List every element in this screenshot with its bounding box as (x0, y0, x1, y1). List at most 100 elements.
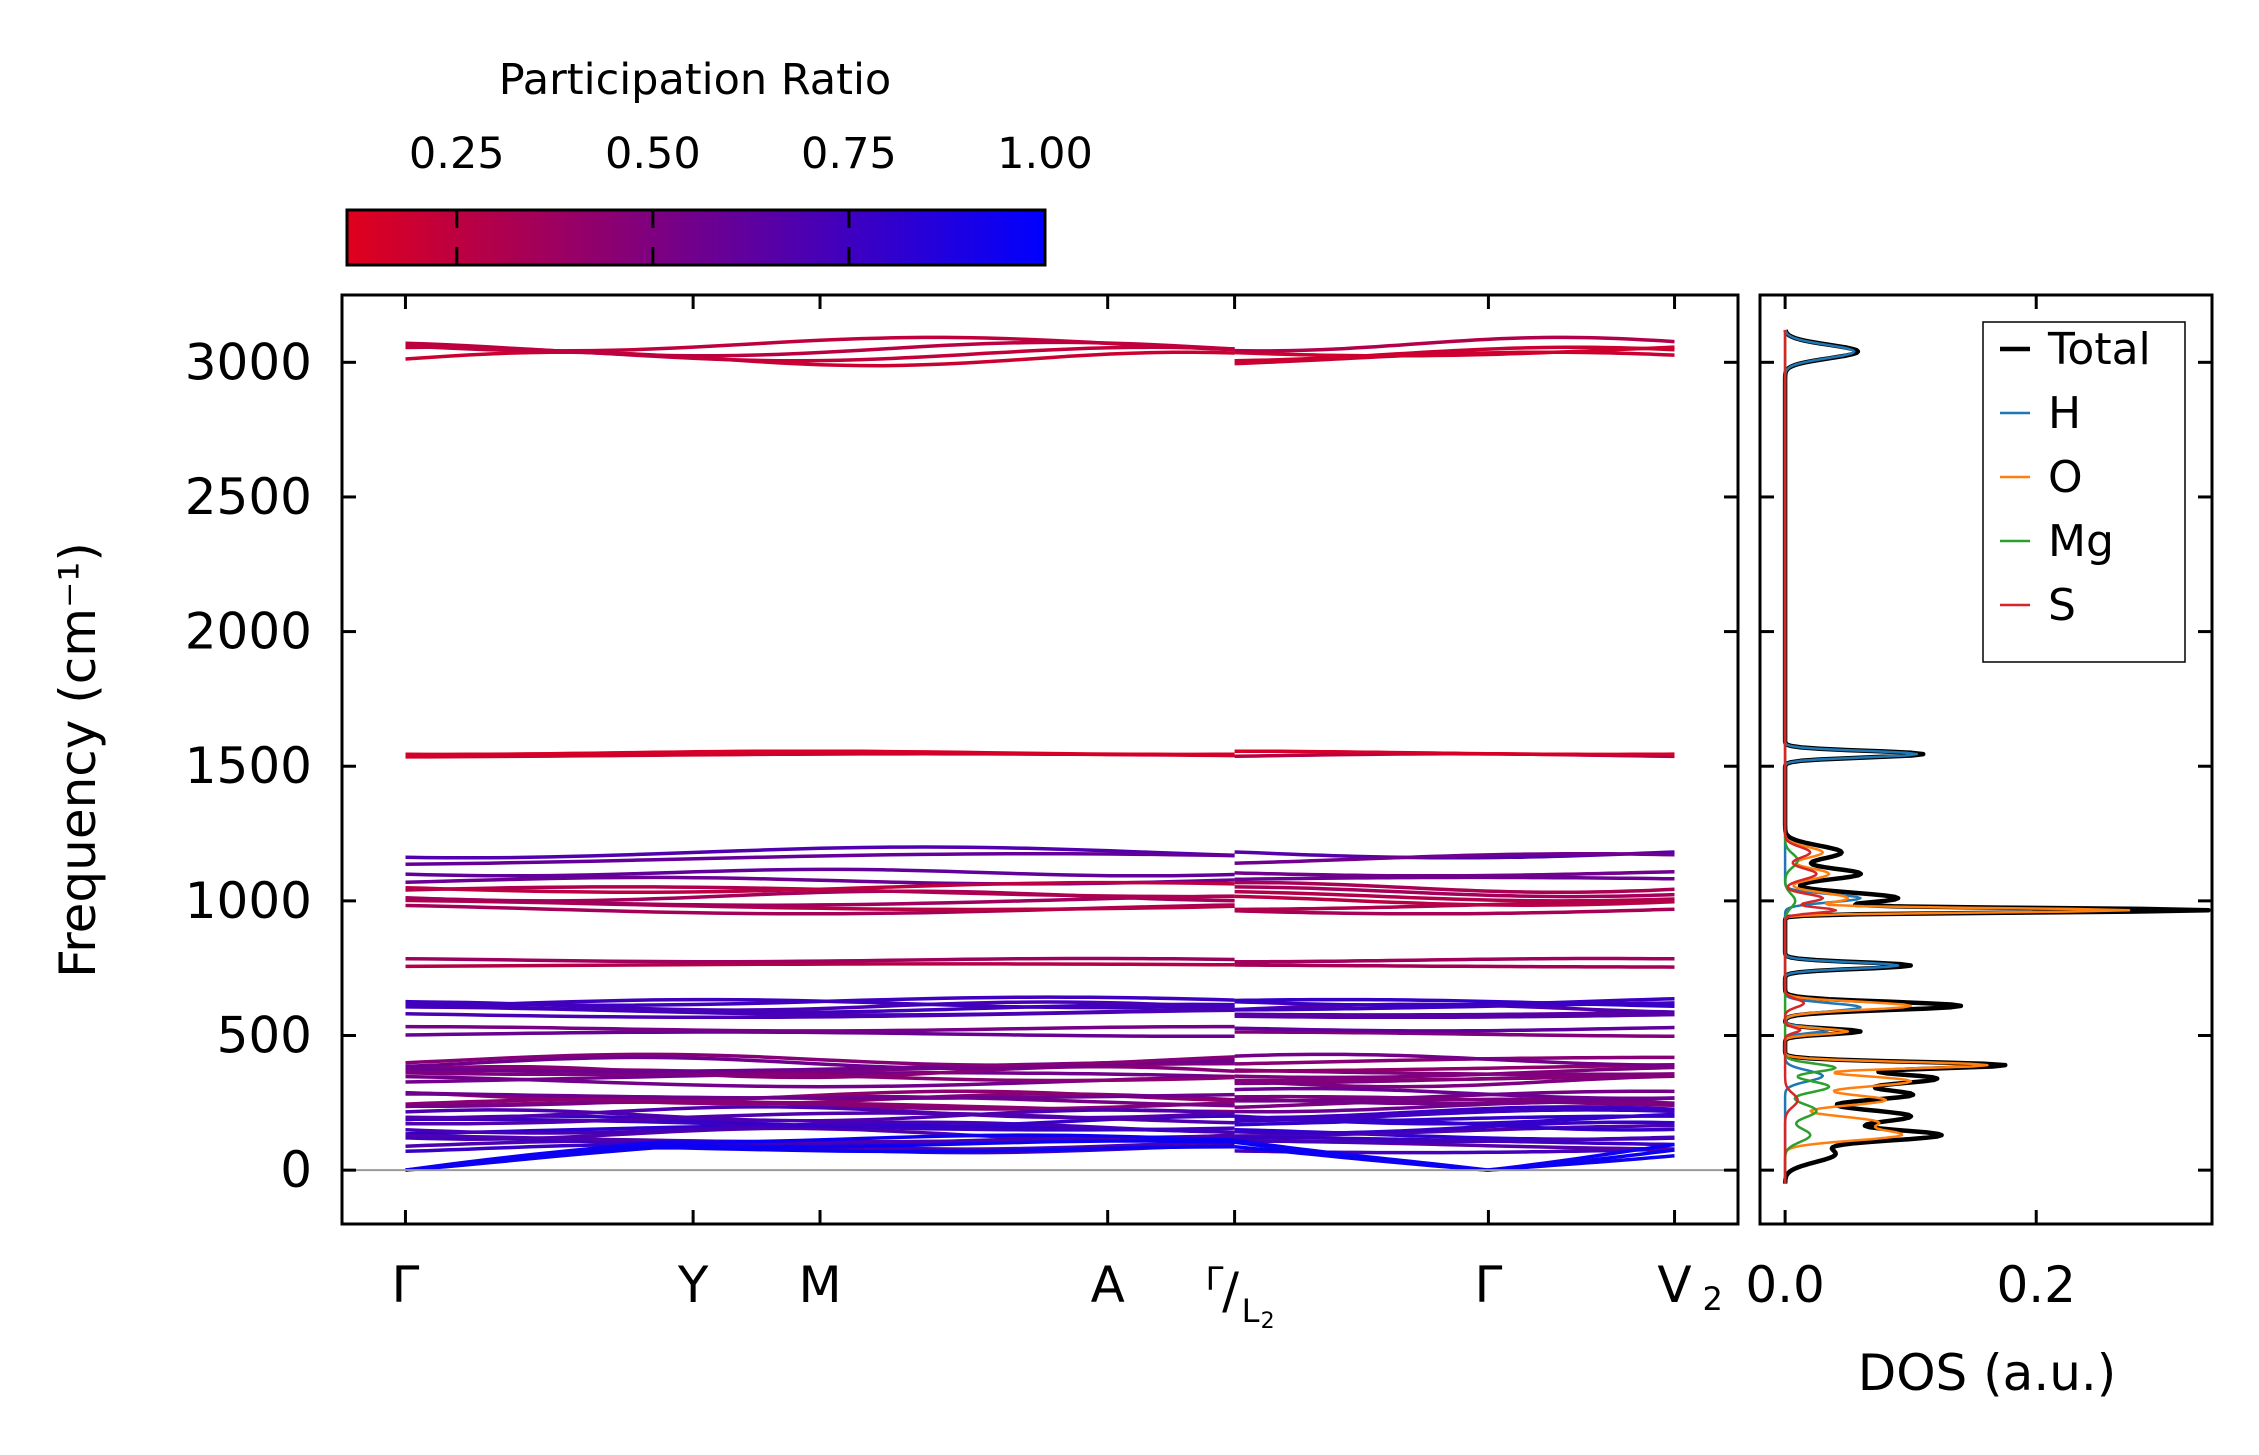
phonon-band (1234, 1086, 1675, 1100)
phonon-band (1234, 1073, 1675, 1083)
dos-x-tick-label: 0.2 (1996, 1256, 2076, 1314)
colorbar-ticks: 0.25 0.50 0.75 1.00 (409, 129, 1093, 265)
phonon-band (1234, 1120, 1675, 1135)
phonon-band (405, 852, 1235, 866)
phonon-band (1234, 956, 1675, 964)
y-tick-label: 3000 (185, 333, 312, 391)
phonon-band (1234, 870, 1675, 878)
phonon-band (405, 1052, 1235, 1067)
y-tick-label: 500 (217, 1007, 312, 1065)
phonon-band (1234, 894, 1675, 907)
legend-label-s: S (2048, 580, 2076, 631)
phonon-band (1234, 1052, 1675, 1067)
kpoint-label-m: M (798, 1256, 841, 1314)
kpoint-label-break-top: Γ (1206, 1260, 1224, 1298)
phonon-band (1234, 1074, 1675, 1089)
phonon-band (405, 1089, 1235, 1103)
kpoint-label-gamma: Γ (1474, 1256, 1502, 1314)
phonon-band (405, 1002, 1235, 1015)
dos-panel: 0.0 0.2 DOS (a.u.) Total HO Mg S (1745, 293, 2214, 1402)
phonon-band (1234, 335, 1675, 353)
phonon-band (405, 962, 1235, 969)
band-lines (405, 335, 1675, 1172)
phonon-band (1234, 1025, 1675, 1033)
phonon-band (1234, 345, 1675, 358)
y-tick-label: 2500 (185, 468, 312, 526)
y-tick-label: 1500 (185, 737, 312, 795)
y-tick-label: 0 (280, 1141, 312, 1199)
phonon-band (1234, 1012, 1675, 1020)
dos-curve-s (1783, 330, 1838, 1184)
band-axes-frame (340, 293, 1740, 1226)
dos-x-axis: 0.0 0.2 (1745, 295, 2076, 1314)
phonon-band (405, 1108, 1235, 1123)
phonon-band (1234, 1062, 1675, 1073)
acoustic-band (405, 1133, 1235, 1172)
phonon-band (1234, 875, 1675, 882)
phonon-band (405, 880, 1235, 895)
phonon-band (1234, 1108, 1675, 1123)
phonon-band (405, 1024, 1235, 1033)
phonon-band (1234, 1010, 1675, 1017)
phonon-band (1234, 997, 1675, 1008)
acoustic-band (1234, 1138, 1675, 1172)
kpoint-label-break-sep: / (1222, 1262, 1239, 1320)
kpoint-label-break-bottom: L (1242, 1292, 1260, 1330)
dos-legend: Total HO Mg S (1982, 321, 2186, 663)
phonon-band (1234, 1094, 1675, 1108)
phonon-band (1234, 907, 1675, 916)
colorbar-tick-label: 1.00 (997, 129, 1093, 179)
phonon-band (1234, 1089, 1675, 1103)
legend-label-mg: Mg (2048, 516, 2114, 567)
phonon-band (1234, 889, 1675, 903)
kpoint-label-a: A (1091, 1256, 1125, 1314)
dos-y-ticks (1760, 360, 2212, 1172)
colorbar-tick-label: 0.50 (605, 129, 701, 179)
kpoint-label-v-sub: 2 (1703, 1280, 1723, 1318)
dos-lines (1782, 329, 2211, 1185)
phonon-band (405, 335, 1235, 353)
phonon-band (405, 1120, 1235, 1135)
legend-label-total: Total (2047, 324, 2151, 375)
band-y-axis: 0 500 1000 1500 2000 2500 3000 (185, 333, 1738, 1199)
colorbar-gradient (345, 208, 1047, 267)
phonon-band (1234, 880, 1675, 894)
dos-curve-h (1783, 329, 1919, 1184)
phonon-band (1234, 749, 1675, 757)
dos-x-label: DOS (a.u.) (1858, 1344, 2117, 1402)
legend-label-h: H (2048, 388, 2081, 439)
phonon-band (1234, 345, 1675, 363)
colorbar-tick-label: 0.75 (801, 129, 897, 179)
phonon-band (405, 956, 1235, 964)
y-axis-label: Frequency (cm⁻¹) (49, 542, 107, 978)
kpoint-label-break-sub: 2 (1261, 1309, 1275, 1334)
phonon-band (1234, 1105, 1675, 1120)
dos-axes-frame (1758, 293, 2214, 1226)
phonon-band (405, 1133, 1235, 1144)
phonon-band (405, 1091, 1235, 1100)
colorbar-tick-label: 0.25 (409, 129, 505, 179)
phonon-band (1234, 1030, 1675, 1038)
phonon-band (1234, 851, 1675, 865)
acoustic-band (405, 1145, 1235, 1172)
kpoint-label-v: V (1657, 1256, 1691, 1314)
band-x-axis: Γ Y M A Γ/L 2Γ V 2 (392, 295, 1723, 1334)
phonon-band (405, 995, 1235, 1007)
kpoint-label-y: Y (677, 1256, 709, 1314)
y-tick-label: 2000 (185, 603, 312, 661)
phonon-band (405, 749, 1235, 757)
colorbar-title: Participation Ratio (499, 55, 892, 105)
phonon-band (1234, 963, 1675, 969)
phonon-band (1234, 1123, 1675, 1138)
phonon-band (405, 1105, 1235, 1120)
dos-x-tick-label: 0.0 (1745, 1256, 1825, 1314)
phonon-band (405, 845, 1235, 860)
y-tick-label: 1000 (185, 872, 312, 930)
kpoint-label-gamma: Γ (392, 1256, 420, 1314)
phonon-band (1234, 996, 1675, 1007)
phonon-band (1234, 885, 1675, 899)
phonon-band (405, 867, 1235, 878)
colorbar: Participation Ratio 0.25 0.50 0.75 1.00 (345, 55, 1093, 267)
